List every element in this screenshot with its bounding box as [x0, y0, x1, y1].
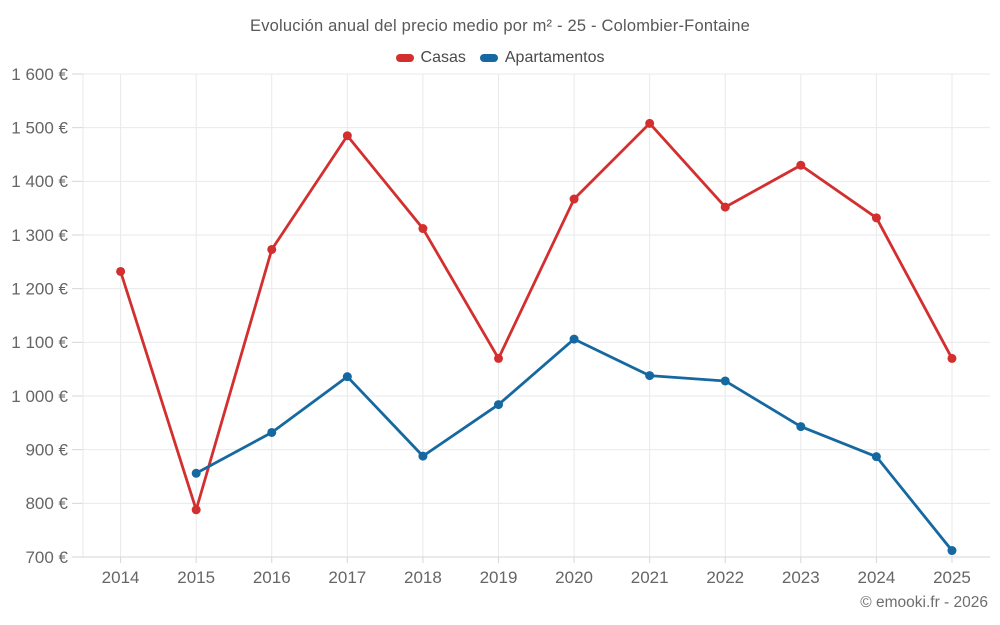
data-point-casas-2023[interactable] — [796, 160, 806, 170]
data-point-apartamentos-2023[interactable] — [796, 422, 806, 432]
y-axis-label: 1 500 € — [11, 118, 68, 137]
data-point-casas-2021[interactable] — [645, 118, 655, 128]
data-point-casas-2024[interactable] — [871, 213, 881, 223]
data-point-apartamentos-2017[interactable] — [342, 372, 352, 382]
data-point-casas-2019[interactable] — [494, 353, 503, 363]
legend-item-apartamentos[interactable]: Apartamentos — [479, 49, 605, 67]
y-axis-label: 900 € — [25, 440, 68, 459]
legend-item-casas[interactable]: Casas — [395, 49, 466, 67]
x-axis-label: 2017 — [328, 568, 366, 587]
x-axis-label: 2014 — [102, 568, 140, 587]
x-axis-label: 2021 — [631, 568, 669, 587]
series-line-casas — [119, 121, 954, 512]
legend-label: Apartamentos — [504, 49, 605, 66]
chart-title: Evolución anual del precio medio por m² … — [250, 17, 750, 35]
y-axis-label: 1 000 € — [11, 387, 68, 406]
data-point-apartamentos-2018[interactable] — [418, 451, 428, 461]
data-point-casas-2015[interactable] — [191, 505, 201, 515]
data-point-casas-2018[interactable] — [418, 224, 428, 234]
x-axis-label: 2023 — [782, 568, 820, 587]
data-point-apartamentos-2019[interactable] — [494, 400, 503, 410]
data-point-casas-2025[interactable] — [947, 353, 957, 363]
x-axis-label: 2022 — [706, 568, 744, 587]
x-axis-label: 2025 — [933, 568, 971, 587]
y-axis-label: 800 € — [25, 494, 68, 513]
data-point-apartamentos-2015[interactable] — [191, 468, 201, 478]
y-axis-label: 1 400 € — [11, 172, 68, 191]
x-axis-label: 2019 — [480, 568, 518, 587]
data-point-apartamentos-2020[interactable] — [569, 334, 579, 344]
data-point-apartamentos-2025[interactable] — [947, 546, 957, 556]
data-point-apartamentos-2024[interactable] — [871, 452, 881, 462]
x-axis-label: 2024 — [857, 568, 895, 587]
legend-label: Casas — [420, 49, 466, 66]
x-axis-label: 2018 — [404, 568, 442, 587]
y-axis-label: 1 200 € — [11, 279, 68, 298]
data-point-casas-2022[interactable] — [720, 202, 730, 212]
data-point-apartamentos-2022[interactable] — [720, 376, 730, 386]
chart-legend: Casas Apartamentos — [0, 47, 1000, 69]
copyright-footer: © emooki.fr - 2026 — [860, 594, 988, 611]
data-point-casas-2020[interactable] — [569, 194, 579, 204]
x-axis-label: 2020 — [555, 568, 593, 587]
y-axis-label: 1 100 € — [11, 333, 68, 352]
data-point-apartamentos-2016[interactable] — [267, 427, 277, 437]
legend-swatch-casas — [395, 54, 414, 62]
y-axis-label: 700 € — [25, 548, 68, 567]
data-point-apartamentos-2021[interactable] — [645, 371, 655, 381]
x-axis-label: 2015 — [177, 568, 215, 587]
y-axis-label: 1 300 € — [11, 226, 68, 245]
data-point-casas-2017[interactable] — [342, 131, 352, 141]
data-point-casas-2016[interactable] — [267, 244, 277, 254]
x-axis-label: 2016 — [253, 568, 291, 587]
data-point-casas-2014[interactable] — [116, 266, 126, 276]
y-axis-label: 1 600 € — [11, 65, 68, 84]
legend-swatch-apartamentos — [479, 54, 498, 62]
